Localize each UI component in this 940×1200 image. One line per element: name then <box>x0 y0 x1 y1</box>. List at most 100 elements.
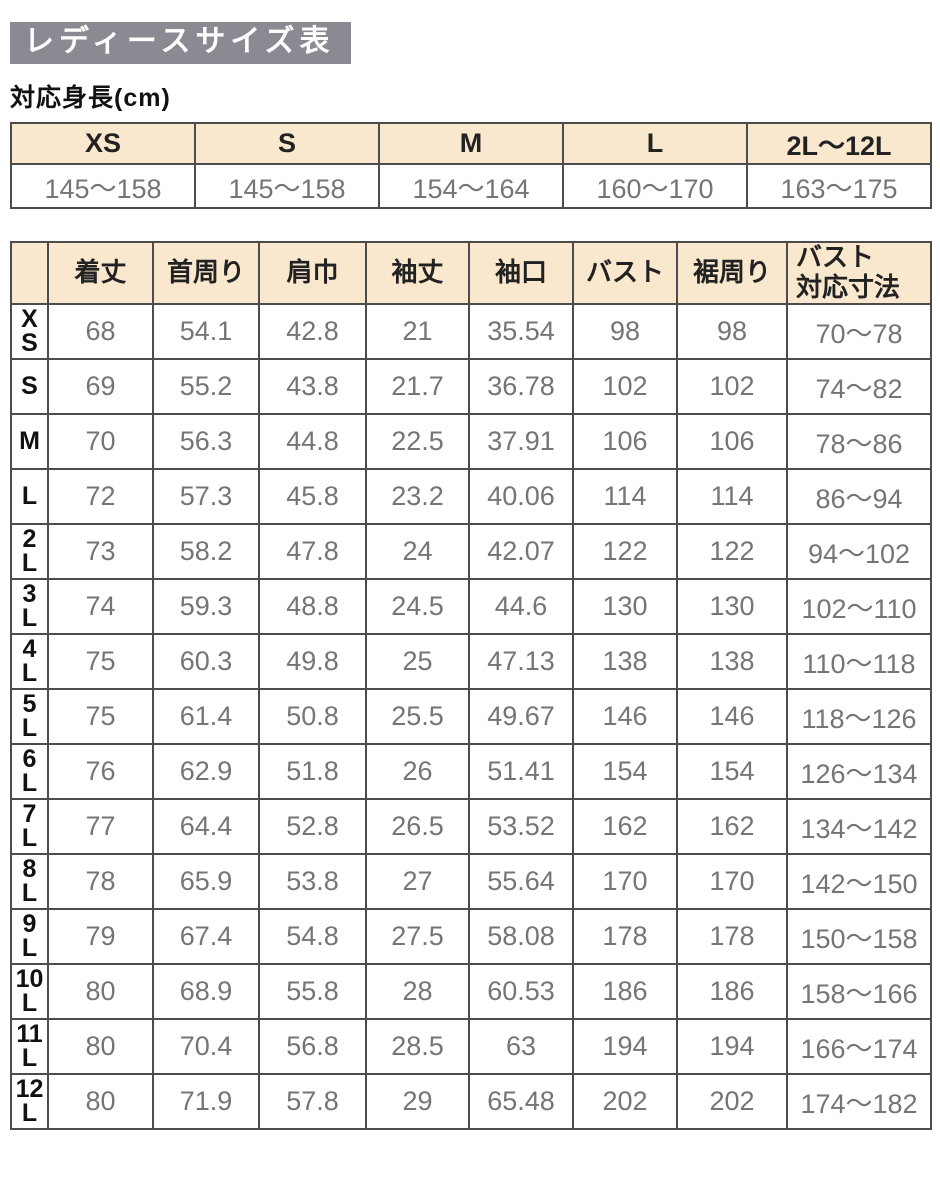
size-value-cell: 53.52 <box>468 798 574 855</box>
size-value-cell: 170 <box>676 853 788 910</box>
size-value-cell: 56.8 <box>258 1018 367 1075</box>
size-value-cell: 202 <box>676 1073 788 1130</box>
size-value-cell: 102 <box>572 358 678 415</box>
size-value-cell: 44.8 <box>258 413 367 470</box>
size-value-cell: 25.5 <box>365 688 470 745</box>
size-value-cell: 74 <box>47 578 154 635</box>
size-value-cell: 67.4 <box>152 908 260 965</box>
size-value-cell: 43.8 <box>258 358 367 415</box>
size-value-cell: 138 <box>676 633 788 690</box>
size-value-cell: 24.5 <box>365 578 470 635</box>
size-value-cell: 60.3 <box>152 633 260 690</box>
size-value-cell: 138 <box>572 633 678 690</box>
size-value-cell: 98 <box>676 303 788 360</box>
size-value-cell: 80 <box>47 1073 154 1130</box>
size-value-cell: 49.8 <box>258 633 367 690</box>
size-value-cell: 25 <box>365 633 470 690</box>
size-col-header: 肩巾 <box>258 241 367 305</box>
size-value-cell: 28 <box>365 963 470 1020</box>
size-value-cell: 102〜110 <box>786 578 932 635</box>
size-row-label: 11 L <box>10 1018 49 1075</box>
size-value-cell: 114 <box>572 468 678 525</box>
size-value-cell: 22.5 <box>365 413 470 470</box>
size-value-cell: 94〜102 <box>786 523 932 580</box>
size-value-cell: 42.07 <box>468 523 574 580</box>
size-value-cell: 162 <box>676 798 788 855</box>
size-table-row: 5 L 75 61.4 50.8 25.5 49.67 146 146 118〜126 <box>10 688 932 745</box>
size-table-row: 7 L 77 64.4 52.8 26.5 53.52 162 162 134〜142 <box>10 798 932 855</box>
height-value-cell: 145〜158 <box>10 163 196 209</box>
size-value-cell: 59.3 <box>152 578 260 635</box>
size-chart-page: レディースサイズ表 対応身長(cm) XS S M L 2L〜12L 145〜158 14… <box>10 22 932 1130</box>
size-table-corner-cell <box>10 241 49 305</box>
size-table-row: 10 L 80 68.9 55.8 28 60.53 186 186 158〜166 <box>10 963 932 1020</box>
size-row-label: X S <box>10 303 49 360</box>
size-value-cell: 70〜78 <box>786 303 932 360</box>
size-value-cell: 162 <box>572 798 678 855</box>
size-value-cell: 27 <box>365 853 470 910</box>
size-value-cell: 27.5 <box>365 908 470 965</box>
height-value-cell: 154〜164 <box>378 163 564 209</box>
size-value-cell: 40.06 <box>468 468 574 525</box>
height-table: XS S M L 2L〜12L 145〜158 145〜158 154〜164 160〜170… <box>10 122 932 209</box>
size-value-cell: 75 <box>47 688 154 745</box>
size-value-cell: 58.2 <box>152 523 260 580</box>
size-value-cell: 61.4 <box>152 688 260 745</box>
size-value-cell: 71.9 <box>152 1073 260 1130</box>
size-value-cell: 122 <box>676 523 788 580</box>
size-value-cell: 76 <box>47 743 154 800</box>
size-row-label: 3 L <box>10 578 49 635</box>
size-value-cell: 42.8 <box>258 303 367 360</box>
size-value-cell: 194 <box>676 1018 788 1075</box>
height-value-cell: 163〜175 <box>746 163 932 209</box>
size-value-cell: 23.2 <box>365 468 470 525</box>
size-row-label: S <box>10 358 49 415</box>
size-value-cell: 54.8 <box>258 908 367 965</box>
size-row-label: 8 L <box>10 853 49 910</box>
page-title: レディースサイズ表 <box>10 22 351 64</box>
size-value-cell: 65.48 <box>468 1073 574 1130</box>
size-value-cell: 178 <box>676 908 788 965</box>
size-value-cell: 126〜134 <box>786 743 932 800</box>
height-col-header: S <box>194 122 380 165</box>
size-value-cell: 114 <box>676 468 788 525</box>
size-value-cell: 202 <box>572 1073 678 1130</box>
height-value-cell: 160〜170 <box>562 163 748 209</box>
size-value-cell: 74〜82 <box>786 358 932 415</box>
height-table-header-row: XS S M L 2L〜12L <box>10 122 932 165</box>
size-value-cell: 130 <box>676 578 788 635</box>
size-table-row: 2 L 73 58.2 47.8 24 42.07 122 122 94〜102 <box>10 523 932 580</box>
size-table-row: 3 L 74 59.3 48.8 24.5 44.6 130 130 102〜110 <box>10 578 932 635</box>
size-value-cell: 102 <box>676 358 788 415</box>
size-value-cell: 68 <box>47 303 154 360</box>
size-value-cell: 70 <box>47 413 154 470</box>
size-value-cell: 57.3 <box>152 468 260 525</box>
size-row-label: 7 L <box>10 798 49 855</box>
size-table-row: 11 L 80 70.4 56.8 28.5 63 194 194 166〜174 <box>10 1018 932 1075</box>
size-value-cell: 166〜174 <box>786 1018 932 1075</box>
size-col-header: 首周り <box>152 241 260 305</box>
size-value-cell: 65.9 <box>152 853 260 910</box>
size-value-cell: 45.8 <box>258 468 367 525</box>
size-value-cell: 70.4 <box>152 1018 260 1075</box>
size-table-row: 8 L 78 65.9 53.8 27 55.64 170 170 142〜150 <box>10 853 932 910</box>
size-table-row: 4 L 75 60.3 49.8 25 47.13 138 138 110〜118 <box>10 633 932 690</box>
size-value-cell: 58.08 <box>468 908 574 965</box>
size-value-cell: 60.53 <box>468 963 574 1020</box>
size-value-cell: 36.78 <box>468 358 574 415</box>
size-value-cell: 56.3 <box>152 413 260 470</box>
size-value-cell: 98 <box>572 303 678 360</box>
size-value-cell: 57.8 <box>258 1073 367 1130</box>
size-table: 着丈 首周り 肩巾 袖丈 袖口 バスト 裾周り バスト 対応寸法 X S 68 54.1 42.8 2… <box>10 241 932 1130</box>
size-table-row: 6 L 76 62.9 51.8 26 51.41 154 154 126〜134 <box>10 743 932 800</box>
size-value-cell: 47.8 <box>258 523 367 580</box>
size-row-label: 10 L <box>10 963 49 1020</box>
size-value-cell: 28.5 <box>365 1018 470 1075</box>
size-value-cell: 158〜166 <box>786 963 932 1020</box>
size-row-label: 4 L <box>10 633 49 690</box>
size-value-cell: 51.41 <box>468 743 574 800</box>
size-value-cell: 53.8 <box>258 853 367 910</box>
size-value-cell: 26.5 <box>365 798 470 855</box>
size-value-cell: 50.8 <box>258 688 367 745</box>
size-value-cell: 170 <box>572 853 678 910</box>
